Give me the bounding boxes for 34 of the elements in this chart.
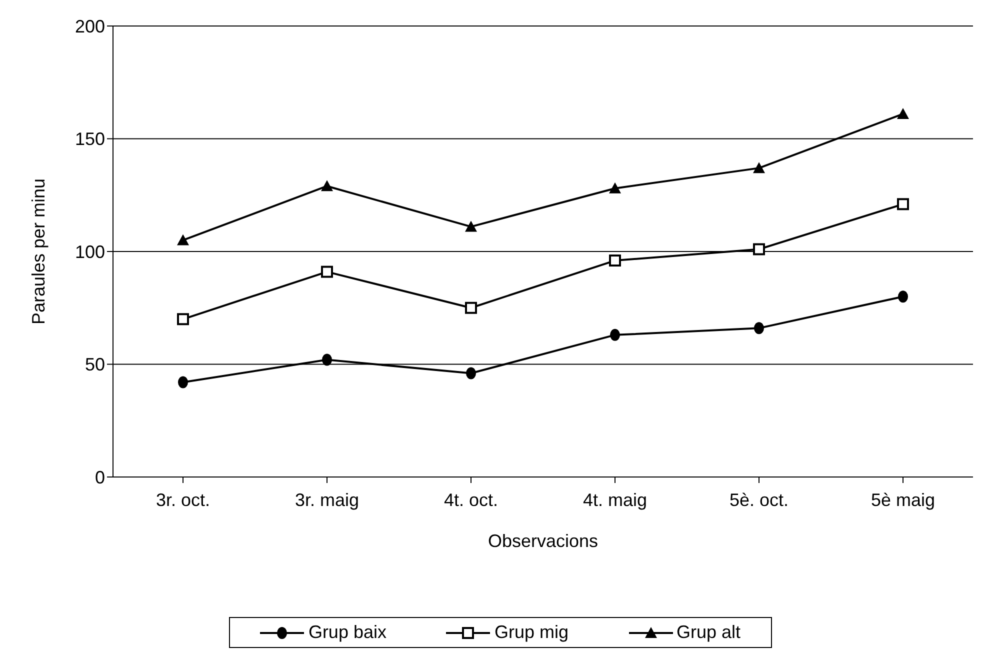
legend-label: Grup baix bbox=[307, 622, 386, 643]
point bbox=[753, 162, 765, 174]
legend-label: Grup alt bbox=[676, 622, 741, 643]
point bbox=[897, 108, 909, 119]
point bbox=[321, 180, 333, 192]
legend-label: Grup mig bbox=[493, 622, 569, 643]
x-tick-label: 4t. maig bbox=[582, 490, 648, 510]
point bbox=[177, 313, 189, 326]
point bbox=[609, 254, 621, 267]
x-tick-label: 3r. maig bbox=[294, 490, 360, 510]
x-tick-label: 4t. oct. bbox=[444, 490, 498, 510]
point bbox=[753, 243, 765, 256]
point bbox=[898, 290, 908, 303]
x-tick-label: 5è. oct. bbox=[729, 490, 789, 510]
point bbox=[465, 220, 477, 232]
y-tick-label: 50 bbox=[84, 354, 105, 375]
point bbox=[609, 182, 621, 194]
x-tick-label: 3r. oct. bbox=[156, 490, 210, 510]
y-tick-label: 100 bbox=[74, 242, 105, 262]
y-axis-title: Paraules per minu bbox=[28, 178, 48, 325]
x-tick-label: 5è maig bbox=[870, 490, 936, 510]
point bbox=[178, 376, 188, 388]
point bbox=[610, 328, 620, 341]
point bbox=[322, 354, 332, 366]
point bbox=[465, 302, 477, 314]
x-axis-title: Observacions bbox=[488, 531, 598, 551]
y-tick-label: 0 bbox=[94, 467, 105, 488]
point bbox=[177, 234, 189, 246]
point bbox=[466, 367, 476, 380]
y-tick-label: 150 bbox=[74, 129, 105, 150]
point bbox=[321, 266, 333, 278]
point bbox=[754, 322, 764, 334]
y-tick-label: 200 bbox=[74, 16, 105, 36]
point bbox=[897, 198, 909, 210]
